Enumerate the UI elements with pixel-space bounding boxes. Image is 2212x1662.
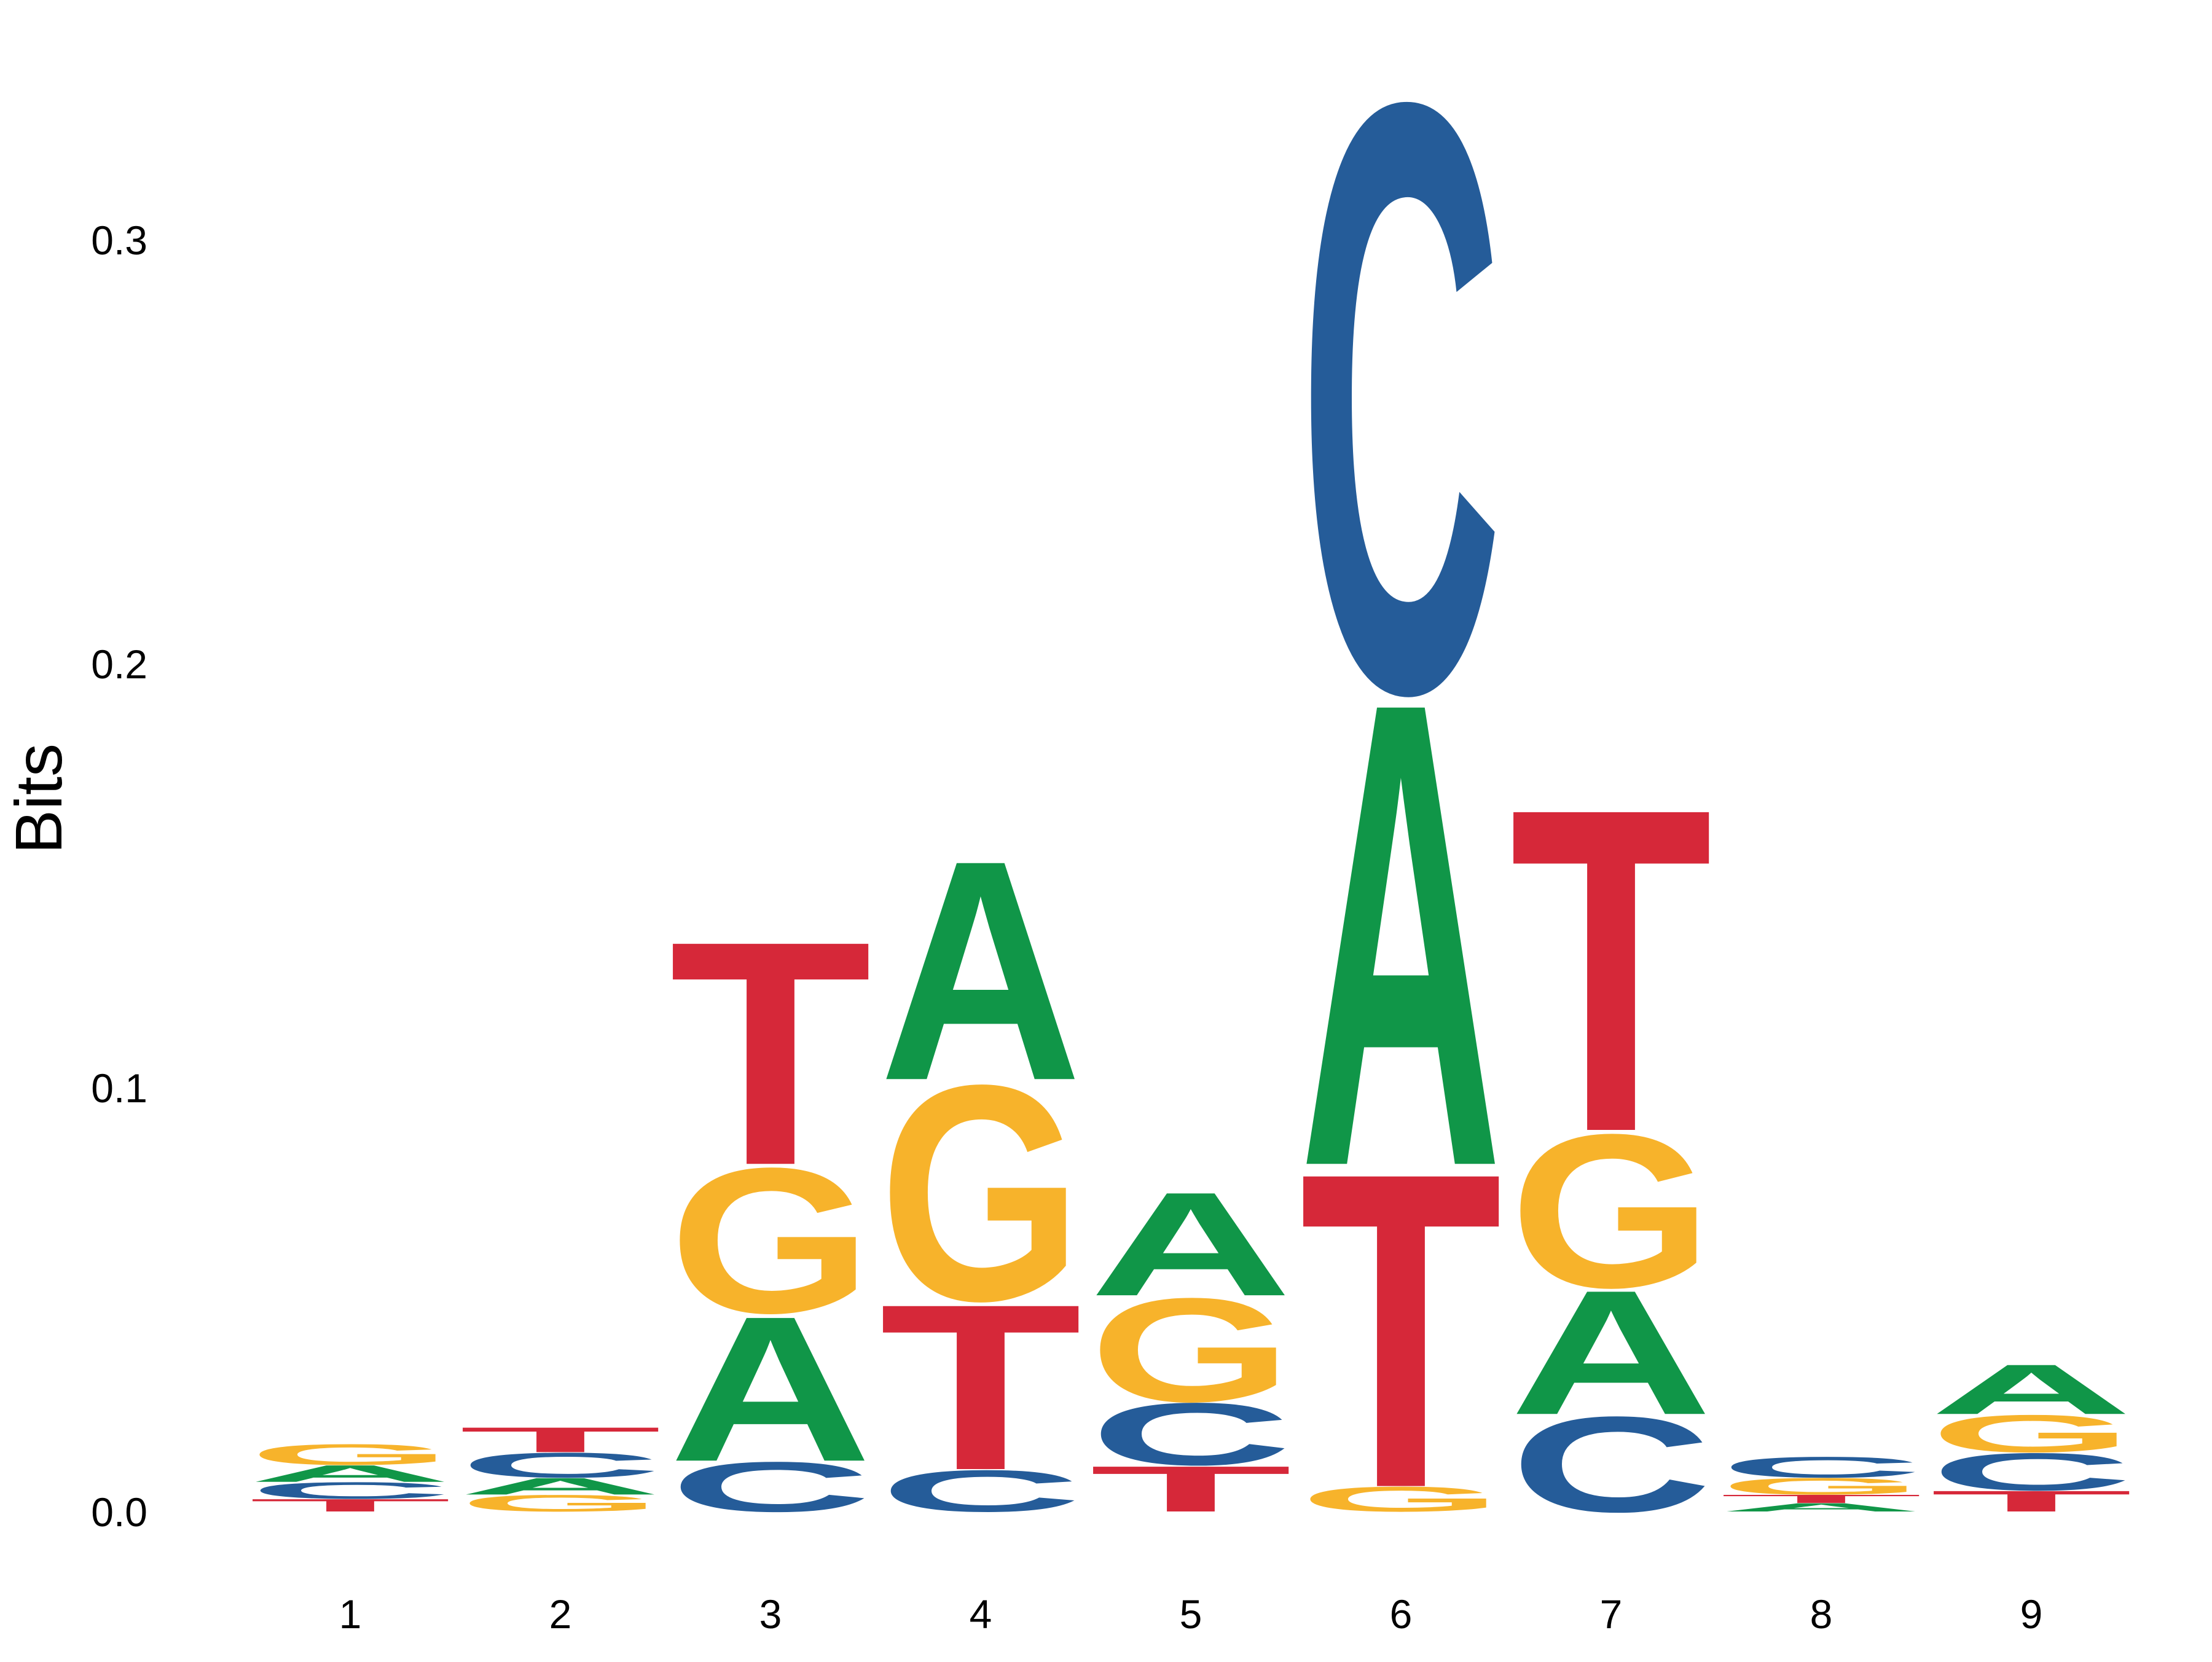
logo-letter-C-pos5: C — [1089, 1384, 1292, 1484]
x-tick-label: 9 — [2020, 1591, 2043, 1637]
logo-letter-A-pos5: A — [1089, 1161, 1292, 1327]
logo-letter-A-pos9: A — [1930, 1350, 2133, 1429]
logo-letter-T-pos9: T — [1930, 1485, 2133, 1518]
logo-letter-A-pos6: A — [1300, 563, 1502, 1304]
logo-letter-A-pos4: A — [879, 795, 1082, 1146]
logo-letter-C-pos3: C — [669, 1447, 872, 1526]
logo-letter-G-pos9: G — [1930, 1404, 2133, 1464]
logo-letter-C-pos1: C — [249, 1477, 452, 1503]
y-tick-label: 0.3 — [91, 218, 147, 263]
logo-letter-C-pos8: C — [1720, 1451, 1923, 1484]
logo-letter-T-pos8: T — [1720, 1492, 1923, 1506]
logo-letter-C-pos6: C — [1300, 0, 1502, 868]
logo-letter-G-pos1: G — [249, 1438, 452, 1472]
y-ticks: 0.0 0.1 0.2 0.3 — [91, 218, 147, 1535]
logo-letter-A-pos8: A — [1720, 1501, 1923, 1515]
x-ticks: 1 2 3 4 5 6 7 8 9 — [339, 1591, 2043, 1637]
logo-letter-G-pos8: G — [1720, 1473, 1923, 1499]
y-tick-label: 0.1 — [91, 1065, 147, 1111]
logo-letter-C-pos4: C — [879, 1458, 1082, 1524]
logo-letter-C-pos7: C — [1510, 1389, 1712, 1540]
logo-letter-C-pos2: C — [459, 1446, 662, 1486]
x-tick-label: 5 — [1180, 1591, 1202, 1637]
logo-letter-A-pos1: A — [249, 1460, 452, 1487]
logo-letter-A-pos3: A — [669, 1273, 872, 1505]
logo-letter-T-pos3: T — [669, 875, 872, 1232]
logo-letter-T-pos4: T — [879, 1255, 1082, 1519]
logo-letter-T-pos5: T — [1089, 1452, 1292, 1525]
logo-letter-G-pos3: G — [669, 1125, 872, 1357]
logo-letter-T-pos7: T — [1510, 711, 1712, 1228]
logo-letter-G-pos7: G — [1510, 1089, 1712, 1334]
x-tick-label: 6 — [1390, 1591, 1413, 1637]
x-tick-label: 4 — [970, 1591, 992, 1637]
logo-letter-G-pos6: G — [1300, 1480, 1502, 1519]
logo-letter-T-pos6: T — [1300, 1079, 1502, 1582]
logo-letter-C-pos9: C — [1930, 1442, 2133, 1502]
x-tick-label: 7 — [1600, 1591, 1623, 1637]
y-tick-label: 0.0 — [91, 1489, 147, 1535]
logo-letter-G-pos5: G — [1089, 1268, 1292, 1433]
logo-letter-A-pos7: A — [1510, 1253, 1712, 1452]
logo-letter-T-pos1: T — [249, 1495, 452, 1515]
y-tick-label: 0.2 — [91, 641, 147, 687]
x-tick-label: 3 — [759, 1591, 782, 1637]
x-tick-label: 1 — [339, 1591, 362, 1637]
x-tick-label: 2 — [549, 1591, 572, 1637]
y-axis-label: Bits — [1, 743, 76, 854]
x-tick-label: 8 — [1810, 1591, 1833, 1637]
logo-letter-T-pos2: T — [459, 1420, 662, 1460]
logo-letter-A-pos2: A — [459, 1473, 662, 1499]
logo-letter-G-pos4: G — [879, 1022, 1082, 1365]
logo-letter-G-pos2: G — [459, 1490, 662, 1516]
